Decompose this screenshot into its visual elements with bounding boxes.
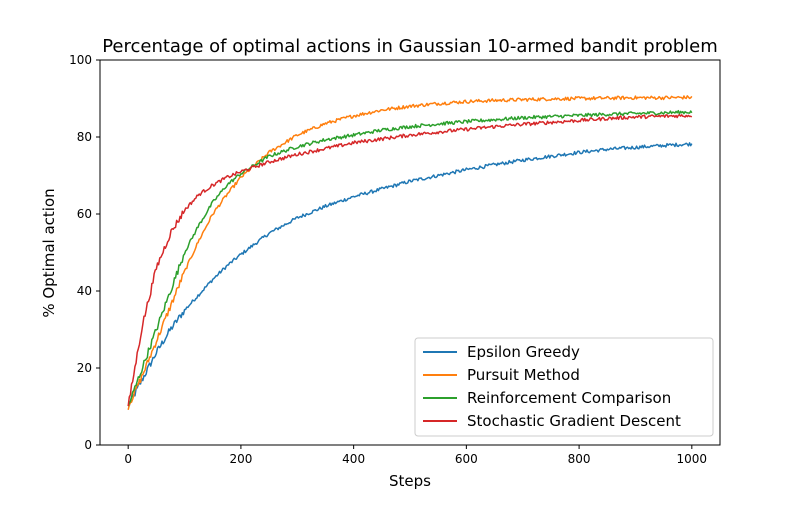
chart-title: Percentage of optimal actions in Gaussia…: [102, 36, 718, 57]
x-tick-label: 400: [342, 452, 365, 466]
plot-frame: [99, 59, 721, 446]
y-tick-label: 100: [69, 53, 92, 67]
y-tick-label: 40: [77, 284, 92, 298]
legend-label: Epsilon Greedy: [467, 343, 580, 361]
legend-label: Pursuit Method: [467, 366, 580, 384]
x-tick-label: 200: [229, 452, 252, 466]
legend: Epsilon Greedy Pursuit Method Reinforcemen…: [414, 337, 714, 437]
series-line-4: [127, 114, 693, 407]
series-line-2: [127, 95, 693, 410]
y-tick-label: 20: [77, 361, 92, 375]
y-tick-label: 0: [84, 438, 92, 452]
y-axis-label: % Optimal action: [40, 188, 58, 317]
x-tick-label: 0: [124, 452, 132, 466]
legend-label: Stochastic Gradient Descent: [467, 412, 681, 430]
x-axis-label: Steps: [389, 472, 431, 490]
plot-area: 0 200 400 600 800 1000 0 20 40 60 80 100 Epsilon Gre…: [69, 53, 721, 466]
legend-box: [414, 337, 714, 437]
y-tick-label: 60: [77, 207, 92, 221]
legend-label: Reinforcement Comparison: [467, 389, 671, 407]
series-line-3: [127, 109, 693, 407]
x-tick-label: 1000: [677, 452, 708, 466]
y-tick-label: 80: [77, 130, 92, 144]
x-tick-label: 600: [455, 452, 478, 466]
x-tick-label: 800: [568, 452, 591, 466]
series-line-1: [127, 142, 693, 407]
